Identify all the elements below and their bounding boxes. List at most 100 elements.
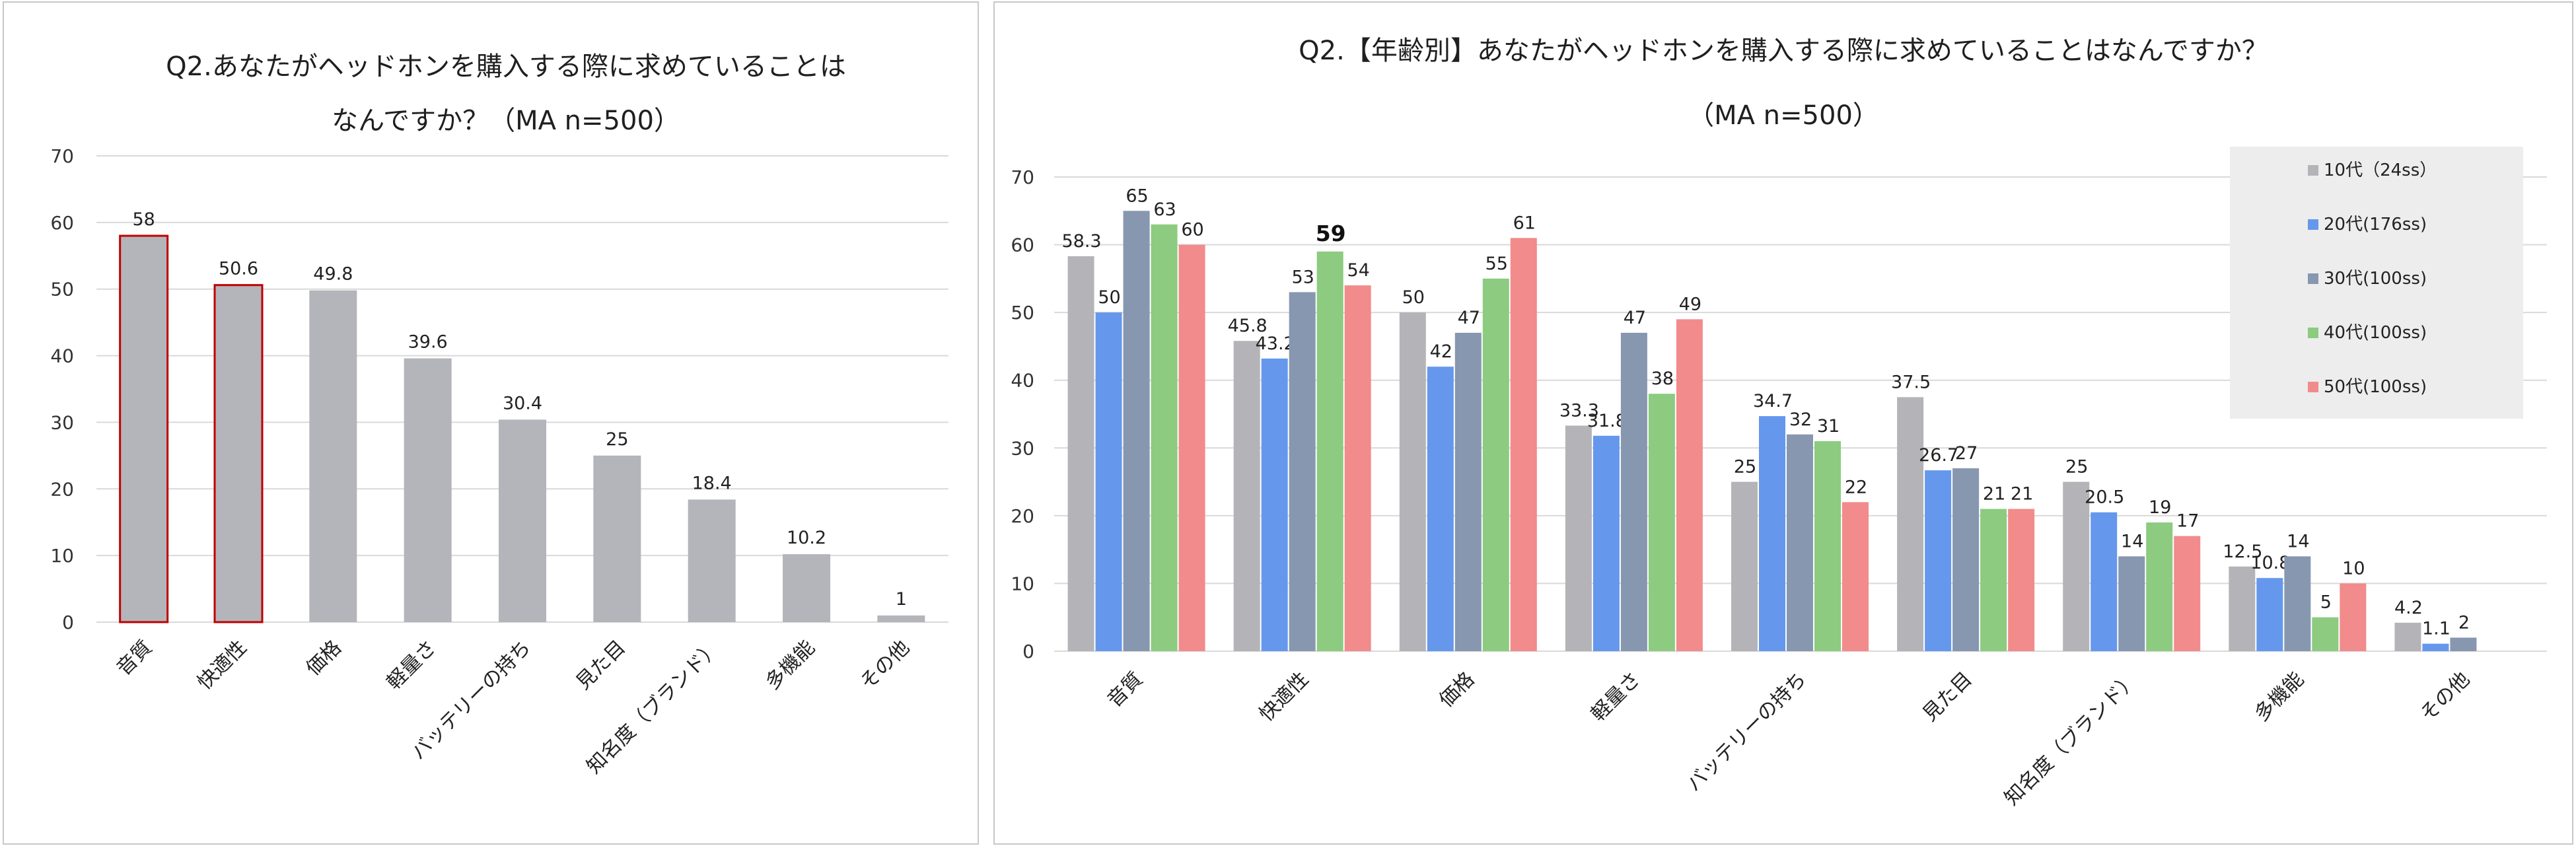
data-label: 1.1 xyxy=(2422,619,2451,639)
legend-swatch xyxy=(2308,328,2318,338)
legend-swatch xyxy=(2308,165,2318,176)
data-label: 18.4 xyxy=(692,473,732,493)
data-label: 2 xyxy=(2458,612,2470,633)
data-label: 63 xyxy=(1153,199,1176,220)
bar xyxy=(213,284,264,623)
data-label: 60 xyxy=(1181,220,1203,240)
bar xyxy=(1261,358,1288,651)
bar xyxy=(119,234,169,623)
category-label: その他 xyxy=(2416,668,2474,726)
data-label: 20.5 xyxy=(2085,487,2124,508)
category-label: 音質 xyxy=(112,636,157,680)
bar xyxy=(1454,332,1482,651)
data-label: 26.7 xyxy=(1919,445,1958,466)
bar xyxy=(1399,312,1426,652)
data-label: 10.2 xyxy=(787,528,826,548)
y-tick-label: 60 xyxy=(50,212,74,234)
data-label: 30.4 xyxy=(503,393,542,413)
legend-label: 40代(100ss) xyxy=(2324,323,2427,343)
legend-label: 10代（24ss） xyxy=(2324,160,2437,180)
data-label: 32 xyxy=(1789,409,1812,430)
chart-title-line2: （MA n=500） xyxy=(1688,100,1879,131)
chart-title-line1: Q2.【年齢別】あなたがヘッドホンを購入する際に求めていることはなんですか？ xyxy=(1299,36,2268,66)
bar xyxy=(2284,556,2311,651)
category-label: 快適性 xyxy=(193,636,251,694)
bar xyxy=(1427,367,1454,651)
category-label: 軽量さ xyxy=(382,636,441,694)
data-label: 10.8 xyxy=(2250,553,2290,573)
bar xyxy=(1592,435,1620,651)
bar xyxy=(2146,522,2173,651)
bar xyxy=(1233,341,1260,651)
y-tick-label: 0 xyxy=(1022,641,1034,662)
bar xyxy=(1980,509,2007,651)
bar xyxy=(1787,434,1813,651)
y-tick-label: 40 xyxy=(50,345,74,367)
bar xyxy=(404,358,452,622)
bar xyxy=(2229,566,2256,651)
bar xyxy=(1897,397,1924,651)
bar xyxy=(2008,509,2035,651)
data-label: 50 xyxy=(1098,287,1120,308)
bar xyxy=(2091,512,2118,651)
data-label: 33.3 xyxy=(1559,400,1599,421)
y-tick-label: 70 xyxy=(1011,166,1034,188)
data-label: 45.8 xyxy=(1228,316,1268,336)
bar xyxy=(499,419,546,622)
data-label: 47 xyxy=(1458,308,1480,328)
data-label: 5 xyxy=(2320,592,2332,613)
y-tick-label: 50 xyxy=(50,279,74,300)
data-label: 54 xyxy=(1347,260,1369,281)
chart-panel-by-age: Q2.【年齢別】あなたがヘッドホンを購入する際に求めていることはなんですか？ （M… xyxy=(993,1,2573,845)
legend-swatch xyxy=(2308,382,2318,392)
bar xyxy=(1095,312,1122,652)
bar xyxy=(309,290,357,622)
data-label: 39.6 xyxy=(408,332,448,353)
category-label: 快適性 xyxy=(1255,668,1313,726)
data-label: 25 xyxy=(2065,457,2088,477)
bar xyxy=(1510,238,1537,651)
chart-panel-overall: Q2.あなたがヘッドホンを購入する際に求めていることは なんですか？（MA n=5… xyxy=(3,1,979,845)
bar xyxy=(2450,637,2477,651)
bar xyxy=(1620,332,1647,651)
bar xyxy=(1731,481,1758,651)
data-label: 4.2 xyxy=(2394,598,2423,618)
category-label: その他 xyxy=(856,636,914,694)
bar xyxy=(783,554,830,622)
data-label: 53 xyxy=(1291,267,1314,287)
bar xyxy=(1482,278,1509,651)
y-tick-label: 20 xyxy=(1011,505,1034,527)
bar xyxy=(1952,468,1980,651)
data-label: 58.3 xyxy=(1061,231,1101,252)
y-tick-label: 70 xyxy=(50,145,74,167)
data-label: 25 xyxy=(606,429,628,450)
data-label: 14 xyxy=(2287,531,2309,551)
bar xyxy=(1565,425,1592,651)
bar xyxy=(2174,536,2201,651)
y-tick-label: 20 xyxy=(50,478,74,500)
data-label: 25 xyxy=(1734,457,1756,477)
y-tick-label: 10 xyxy=(1011,573,1034,594)
bar xyxy=(1676,319,1703,651)
bar xyxy=(1067,256,1094,652)
age-grouped-bar-chart: Q2.【年齢別】あなたがヘッドホンを購入する際に求めていることはなんですか？ （M… xyxy=(1011,36,2547,810)
bar xyxy=(1316,251,1343,651)
bar xyxy=(1648,394,1675,651)
y-tick-label: 30 xyxy=(50,411,74,433)
data-label: 58 xyxy=(132,209,155,230)
bar xyxy=(1289,292,1316,651)
data-label: 59 xyxy=(1316,221,1346,246)
chart-title-line1: Q2.あなたがヘッドホンを購入する際に求めていることは xyxy=(166,52,846,82)
legend-label: 30代(100ss) xyxy=(2324,269,2427,289)
bar xyxy=(1759,416,1785,651)
bar xyxy=(688,499,736,622)
data-label: 10 xyxy=(2342,558,2365,579)
bar xyxy=(1178,244,1205,652)
data-label: 49.8 xyxy=(313,264,353,285)
data-label: 65 xyxy=(1126,186,1148,206)
data-label: 31.8 xyxy=(1587,411,1627,431)
data-label: 21 xyxy=(2011,484,2033,505)
data-label: 31 xyxy=(1817,416,1840,437)
bar xyxy=(1344,285,1371,652)
bar xyxy=(2118,556,2145,651)
